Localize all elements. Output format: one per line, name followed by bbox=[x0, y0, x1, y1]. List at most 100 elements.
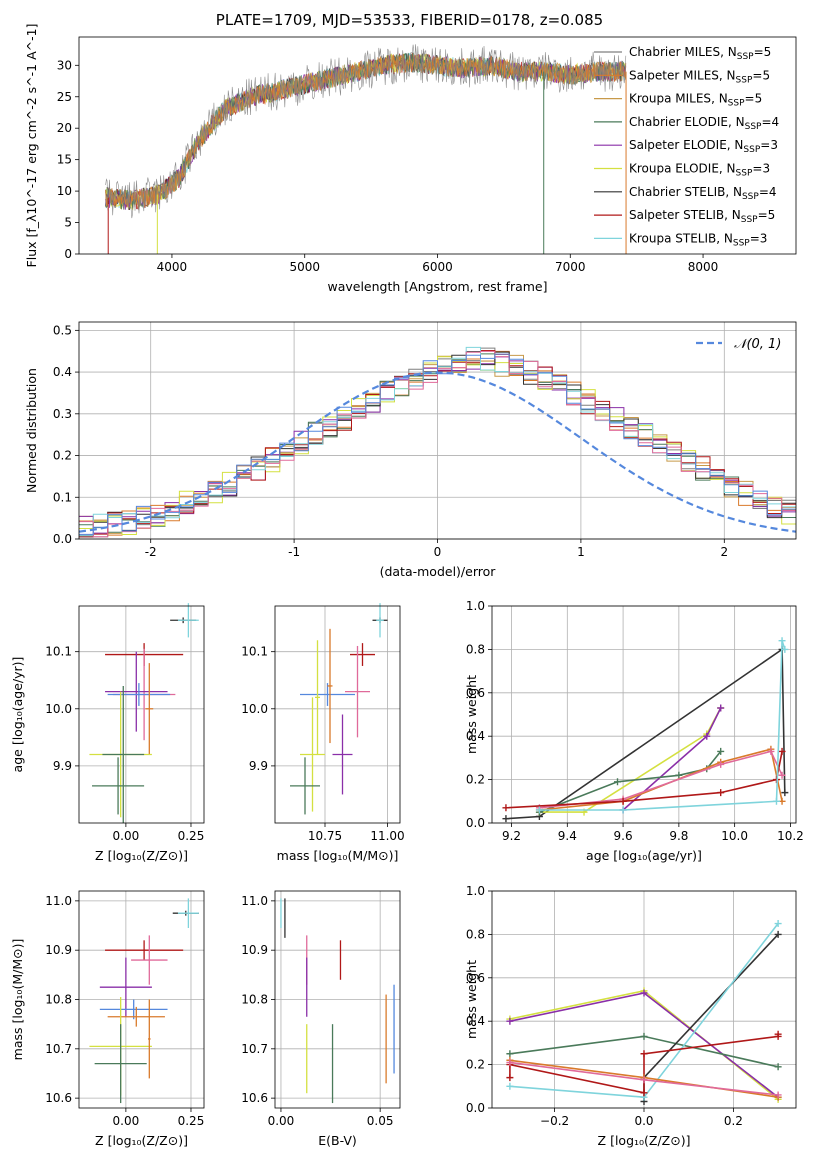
residuals-xtick-label: -2 bbox=[145, 545, 157, 559]
legend-label: Kroupa MILES bbox=[629, 92, 711, 106]
mass_vs_Z-ylabel: mass [log₁₀(M/M⊙)] bbox=[10, 939, 25, 1061]
legend-nssp: , N bbox=[711, 92, 728, 106]
legend-nssp: , N bbox=[720, 45, 737, 59]
weight_vs_age-ytick-label: 0.4 bbox=[466, 729, 485, 743]
weight-point-marker bbox=[774, 920, 782, 928]
weight_vs_Z-xtick-label: −0.2 bbox=[540, 1114, 569, 1128]
weight_vs_age-ytick-label: 0.8 bbox=[466, 642, 485, 656]
age_vs_Z-ytick-label: 9.9 bbox=[53, 759, 72, 773]
residual-histogram bbox=[79, 350, 796, 538]
weight-point-marker bbox=[767, 747, 775, 755]
age_vs_mass-points bbox=[290, 603, 388, 815]
legend-entry: Salpeter ELODIE, NSSP=3 bbox=[629, 138, 778, 155]
weight-point-marker bbox=[774, 930, 782, 938]
weight_vs_age-ytick-label: 1.0 bbox=[466, 599, 485, 613]
age_vs_Z-xtick-label: 0.25 bbox=[178, 829, 205, 843]
age_vs_mass-xlabel: mass [log₁₀(M/M⊙)] bbox=[277, 848, 399, 863]
residuals-frame bbox=[78, 321, 797, 540]
mass_vs_Z-ytick-label: 11.0 bbox=[45, 894, 72, 908]
legend-nssp-value: =4 bbox=[761, 115, 779, 129]
weight_vs_Z-xtick-label: 0.2 bbox=[724, 1114, 743, 1128]
spectrum-ylabel: Flux [f_λ10^-17 erg cm^-2 s^-1 A^-1] bbox=[24, 24, 39, 268]
weight-point-marker bbox=[717, 789, 725, 797]
weight_vs_Z-ytick-label: 1.0 bbox=[466, 884, 485, 898]
weight_vs_age-lines bbox=[502, 637, 789, 823]
weight_vs_age-xtick-label: 9.8 bbox=[669, 829, 688, 843]
weight_vs_age-xtick-label: 9.6 bbox=[614, 829, 633, 843]
weight-point-marker bbox=[640, 1032, 648, 1040]
legend-label: Kroupa ELODIE bbox=[629, 162, 719, 176]
age_vs_mass-ytick-label: 10.0 bbox=[241, 702, 268, 716]
weight-series-line bbox=[505, 647, 786, 820]
weight-point-marker bbox=[675, 771, 683, 779]
age_vs_Z-ylabel: age [log₁₀(age/yr)] bbox=[10, 657, 25, 773]
legend-subscript: SSP bbox=[733, 238, 750, 248]
spectrum-frame bbox=[78, 36, 797, 255]
legend-entry: Kroupa ELODIE, NSSP=3 bbox=[629, 162, 770, 179]
weight-point-marker bbox=[502, 804, 510, 812]
legend-nssp: , N bbox=[719, 68, 736, 82]
weight-point-marker bbox=[506, 1050, 514, 1058]
mass_vs_ebv-ytick-label: 10.6 bbox=[241, 1091, 268, 1105]
weight-point-marker bbox=[717, 704, 725, 712]
legend-entry: Salpeter MILES, NSSP=5 bbox=[629, 68, 770, 85]
weight_vs_age-ytick-label: 0.0 bbox=[466, 816, 485, 830]
legend-nssp-value: =5 bbox=[752, 68, 770, 82]
spectrum-xtick-label: 6000 bbox=[422, 260, 453, 274]
mass_vs_Z-ytick-label: 10.9 bbox=[45, 943, 72, 957]
mass_vs_Z-ytick-label: 10.7 bbox=[45, 1042, 72, 1056]
weight-point-marker bbox=[640, 1089, 648, 1097]
legend-label: 𝒩(0, 1) bbox=[734, 337, 781, 352]
mass_vs_Z-points bbox=[89, 898, 199, 1104]
weight_vs_Z-ytick-label: 0.6 bbox=[466, 971, 485, 985]
weight-point-marker bbox=[772, 797, 780, 805]
legend-nssp-value: =3 bbox=[752, 162, 770, 176]
weight_vs_age-frame bbox=[491, 605, 797, 824]
residuals-ytick-label: 0.5 bbox=[53, 323, 72, 337]
legend-subscript: SSP bbox=[741, 215, 758, 225]
age_vs_Z-xlabel: Z [log₁₀(Z/Z⊙)] bbox=[95, 848, 188, 863]
weight-point-marker bbox=[640, 989, 648, 997]
age_vs_Z-frame bbox=[78, 605, 205, 824]
mass_vs_ebv-ytick-label: 10.7 bbox=[241, 1042, 268, 1056]
weight_vs_age-xtick-label: 10.0 bbox=[721, 829, 748, 843]
residuals-xlabel: (data-model)/error bbox=[380, 564, 497, 579]
legend-nssp: , N bbox=[719, 162, 736, 176]
age_vs_mass-panel bbox=[271, 606, 400, 827]
spectrum-ytick-label: 10 bbox=[57, 184, 72, 198]
weight_vs_Z-ytick-label: 0.2 bbox=[466, 1058, 485, 1072]
weight-point-marker bbox=[640, 1050, 648, 1058]
weight_vs_age-ytick-label: 0.2 bbox=[466, 773, 485, 787]
residuals-ylabel: Normed distribution bbox=[24, 368, 39, 493]
age_vs_mass-ytick-label: 9.9 bbox=[249, 759, 268, 773]
weight-point-marker bbox=[614, 778, 622, 786]
spectrum-ytick-label: 25 bbox=[57, 90, 72, 104]
spectrum-xtick-label: 4000 bbox=[157, 260, 188, 274]
mass_vs_Z-xtick-label: 0.00 bbox=[113, 1114, 140, 1128]
age_vs_Z-panel bbox=[75, 606, 204, 827]
legend-label: Kroupa STELIB bbox=[629, 231, 716, 245]
residuals-ytick-label: 0.3 bbox=[53, 407, 72, 421]
weight-point-marker bbox=[506, 1082, 514, 1090]
spectrum-series-line bbox=[105, 44, 627, 219]
residuals-xtick-label: 2 bbox=[720, 545, 728, 559]
legend-subscript: SSP bbox=[743, 145, 760, 155]
mass_vs_ebv-frame bbox=[274, 890, 401, 1109]
age_vs_mass-frame bbox=[274, 605, 401, 824]
legend-subscript: SSP bbox=[742, 192, 759, 202]
legend-entry: Chabrier MILES, NSSP=5 bbox=[629, 45, 771, 62]
mass_vs_ebv-ytick-label: 10.9 bbox=[241, 943, 268, 957]
weight-point-marker bbox=[703, 732, 711, 740]
residual-histogram bbox=[79, 353, 796, 535]
weight_vs_Z-ytick-label: 0.4 bbox=[466, 1014, 485, 1028]
residuals-ytick-label: 0.0 bbox=[53, 532, 72, 546]
legend-entry: Salpeter STELIB, NSSP=5 bbox=[629, 208, 775, 225]
weight_vs_age-xtick-label: 10.2 bbox=[777, 829, 804, 843]
weight-point-marker bbox=[506, 1017, 514, 1025]
weight-point-marker bbox=[619, 797, 627, 805]
weight_vs_Z-ytick-label: 0.0 bbox=[466, 1101, 485, 1115]
mass_vs_Z-frame bbox=[78, 890, 205, 1109]
legend-subscript: SSP bbox=[728, 99, 745, 109]
legend-nssp: , N bbox=[725, 185, 742, 199]
